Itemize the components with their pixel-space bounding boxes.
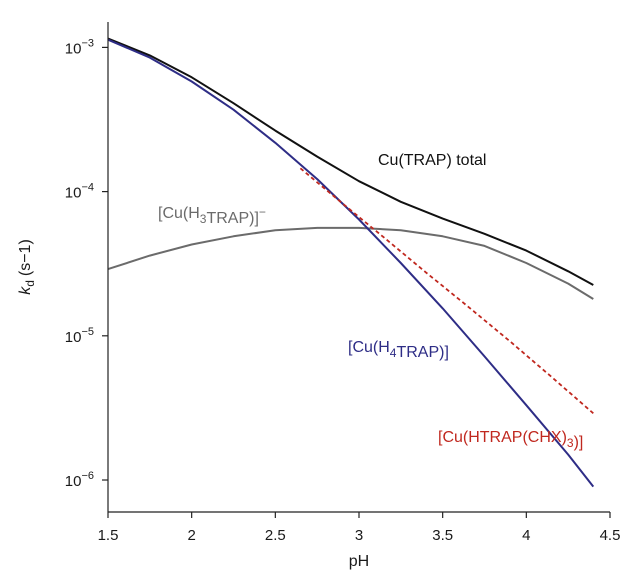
x-tick-label: 3 bbox=[355, 527, 363, 544]
x-axis-title: pH bbox=[349, 553, 369, 570]
y-axis-title: kd(s−1) bbox=[17, 239, 37, 295]
x-tick-label: 2.5 bbox=[265, 527, 286, 544]
x-tick-label: 2 bbox=[187, 527, 195, 544]
x-axis: 1.5 2 2.5 3 3.5 4 4.5 bbox=[98, 511, 621, 544]
x-tick-label: 4.5 bbox=[600, 527, 621, 544]
y-tick-label: 10−5 bbox=[65, 326, 94, 346]
x-tick-label: 4 bbox=[522, 527, 530, 544]
x-tick-label: 1.5 bbox=[98, 527, 119, 544]
series-line-0 bbox=[107, 37, 594, 286]
series-label-1: [Cu(H3TRAP)]− bbox=[158, 205, 266, 227]
series-line-2 bbox=[107, 38, 595, 488]
y-tick-label: 10−6 bbox=[65, 470, 94, 490]
y-tick-label: 10−3 bbox=[65, 37, 94, 57]
y-axis: 10−6 10−5 10−4 10−3 bbox=[65, 22, 109, 512]
series-line-1 bbox=[107, 226, 594, 300]
series-label-2: [Cu(H4TRAP)] bbox=[348, 339, 449, 361]
series-labels: Cu(TRAP) total [Cu(H3TRAP)]− [Cu(H4TRAP)] [… bbox=[158, 152, 583, 451]
series-label-0: Cu(TRAP) total bbox=[378, 152, 486, 169]
x-tick-label: 3.5 bbox=[432, 527, 453, 544]
series-line-3 bbox=[299, 167, 594, 414]
series-layer bbox=[107, 37, 595, 488]
y-ticks: 10−6 10−5 10−4 10−3 bbox=[65, 37, 108, 490]
x-ticks: 1.5 2 2.5 3 3.5 4 4.5 bbox=[98, 512, 621, 544]
y-tick-label: 10−4 bbox=[65, 182, 94, 202]
series-label-3: [Cu(HTRAP(CHX)3)] bbox=[438, 429, 583, 451]
